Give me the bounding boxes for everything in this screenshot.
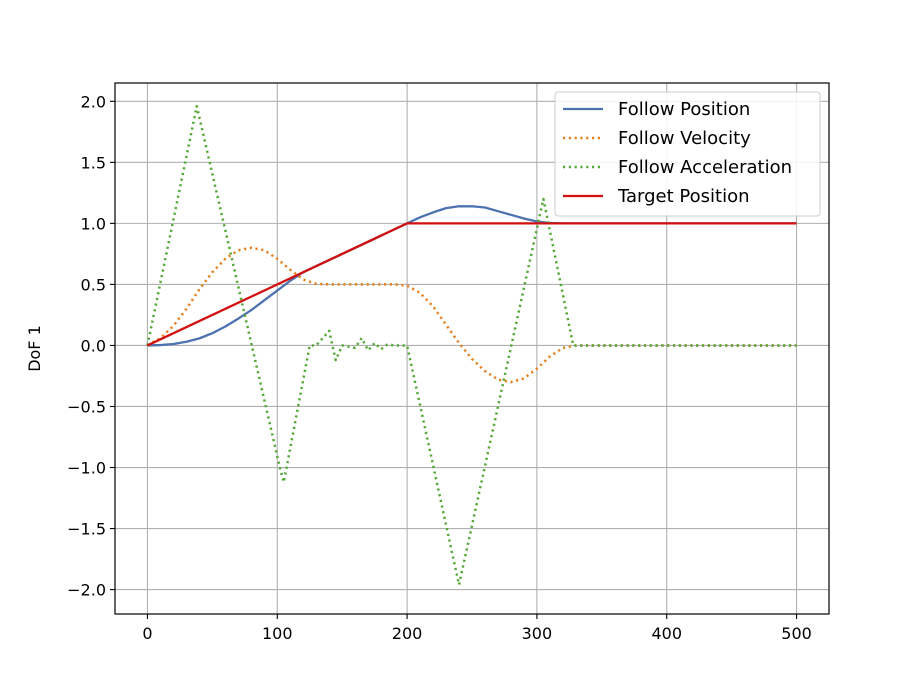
y-tick-label: 1.0 xyxy=(81,214,106,233)
x-tick-label: 200 xyxy=(392,624,423,643)
x-tick-label: 300 xyxy=(522,624,553,643)
x-tick-label: 400 xyxy=(651,624,682,643)
legend-label-follow-velocity: Follow Velocity xyxy=(618,128,751,149)
y-tick-label: −1.5 xyxy=(67,520,106,539)
target-position-line xyxy=(146,222,797,347)
legend: Follow Position Follow Velocity Follow Acc… xyxy=(554,91,821,217)
legend-box xyxy=(554,91,821,217)
y-tick-label: 1.5 xyxy=(81,153,106,172)
y-tick-label: −2.0 xyxy=(67,581,106,600)
y-tick-label: 2.0 xyxy=(81,92,106,111)
follow-acceleration-line xyxy=(146,104,797,586)
axis-ticks: 0 100 200 300 400 500 −2.0 −1.5 −1.0 −0.5 0.0 0.5 1.… xyxy=(67,92,812,643)
x-tick-label: 500 xyxy=(781,624,812,643)
plot-series xyxy=(146,104,797,586)
y-tick-label: 0.5 xyxy=(81,275,106,294)
legend-label-follow-acceleration: Follow Acceleration xyxy=(618,157,792,178)
x-tick-label: 0 xyxy=(142,624,152,643)
y-axis-label: DoF 1 xyxy=(25,325,44,372)
y-tick-label: −0.5 xyxy=(67,397,106,416)
legend-label-target-position: Target Position xyxy=(617,186,750,207)
legend-label-follow-position: Follow Position xyxy=(618,99,750,120)
y-tick-label: −1.0 xyxy=(67,459,106,478)
x-tick-label: 100 xyxy=(262,624,293,643)
plot-frame xyxy=(114,82,830,615)
y-tick-label: 0.0 xyxy=(81,336,106,355)
